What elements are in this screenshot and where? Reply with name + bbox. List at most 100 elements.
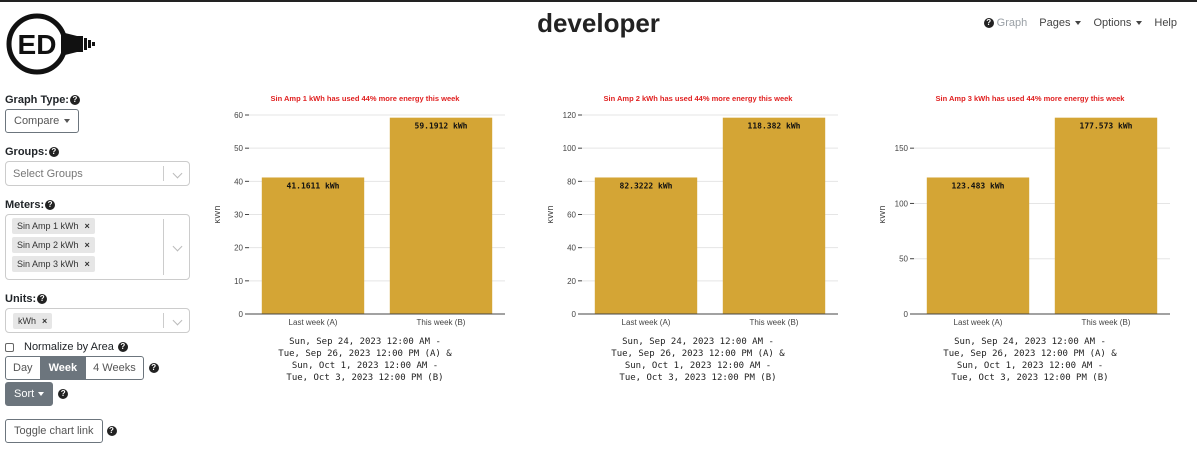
interval-week-button[interactable]: Week — [40, 356, 86, 380]
y-tick-label: 100 — [895, 199, 909, 208]
nav-options-label: Options — [1093, 17, 1132, 29]
y-tick-label: 60 — [234, 111, 243, 120]
bar-value-label: 123.483 kWh — [952, 181, 1005, 190]
select-divider — [163, 313, 164, 328]
chart-title: Sin Amp 3 kWh has used 44% more energy t… — [936, 94, 1126, 103]
x-tick-label: Last week (A) — [289, 318, 338, 327]
help-icon[interactable]: ? — [106, 426, 117, 436]
chart-title: Sin Amp 1 kWh has used 44% more energy t… — [271, 94, 461, 103]
nav-pages-dropdown[interactable]: Pages — [1039, 17, 1082, 29]
y-axis-label: kWh — [215, 206, 222, 224]
bar-value-label: 82.3222 kWh — [620, 181, 673, 190]
select-divider — [163, 219, 164, 275]
normalize-checkbox[interactable] — [5, 342, 14, 352]
y-tick-label: 50 — [899, 255, 908, 264]
y-tick-label: 40 — [234, 177, 243, 186]
help-icon: ? — [983, 18, 994, 28]
help-icon[interactable]: ? — [148, 363, 159, 373]
interval-day-button[interactable]: Day — [5, 356, 41, 380]
caption-line: Sun, Oct 1, 2023 12:00 AM - — [956, 361, 1104, 371]
y-tick-label: 60 — [567, 211, 576, 220]
chart-3-svg: Sin Amp 3 kWh has used 44% more energy t… — [880, 94, 1170, 327]
groups-label-text: Groups: — [5, 146, 48, 158]
toggle-link-row: Toggle chart link ? — [5, 419, 190, 443]
y-tick-label: 0 — [904, 310, 909, 319]
remove-icon[interactable]: × — [42, 315, 48, 326]
chart-title: Sin Amp 2 kWh has used 44% more energy t… — [604, 94, 794, 103]
sort-dropdown[interactable]: Sort — [5, 382, 54, 406]
meters-label-text: Meters: — [5, 199, 45, 211]
help-icon[interactable]: ? — [117, 342, 128, 352]
caption-line: Tue, Sep 26, 2023 12:00 PM (A) & — [943, 349, 1117, 359]
nav-help-link[interactable]: Help — [1154, 17, 1177, 29]
graph-type-value: Compare — [14, 115, 60, 127]
chart-2-caption: Sun, Sep 24, 2023 12:00 AM - Tue, Sep 26,… — [548, 336, 848, 384]
y-tick-label: 10 — [234, 277, 243, 286]
groups-placeholder: Select Groups — [13, 167, 83, 180]
help-icon[interactable]: ? — [58, 389, 69, 399]
bar — [389, 117, 493, 314]
help-icon[interactable]: ? — [69, 95, 80, 105]
caption-line: Tue, Sep 26, 2023 12:00 PM (A) & — [611, 349, 785, 359]
chart-2: Sin Amp 2 kWh has used 44% more energy t… — [548, 88, 848, 384]
chevron-down-icon[interactable] — [172, 315, 183, 326]
chart-3: Sin Amp 3 kWh has used 44% more energy t… — [880, 88, 1180, 384]
sidebar: Graph Type: ? Compare Groups: ? Select G… — [5, 94, 190, 443]
x-tick-label: This week (B) — [417, 318, 466, 327]
sort-label: Sort — [14, 388, 35, 400]
y-tick-label: 100 — [563, 144, 577, 153]
y-tick-label: 120 — [563, 111, 577, 120]
units-select[interactable]: kWh × — [5, 308, 190, 333]
groups-label: Groups: ? — [5, 146, 190, 158]
bar-value-label: 41.1611 kWh — [287, 181, 340, 190]
graph-type-dropdown[interactable]: Compare — [5, 109, 80, 133]
remove-icon[interactable]: × — [84, 221, 90, 231]
y-axis-label: kWh — [548, 206, 555, 224]
y-tick-label: 150 — [895, 144, 909, 153]
toggle-chart-link-button[interactable]: Toggle chart link — [5, 419, 103, 443]
meters-select[interactable]: Sin Amp 1 kWh × Sin Amp 2 kWh × Sin Amp … — [5, 214, 190, 280]
x-tick-label: Last week (A) — [622, 318, 671, 327]
meter-chip: Sin Amp 2 kWh × — [12, 237, 95, 253]
logo-text: ED — [18, 29, 57, 60]
normalize-label: Normalize by Area — [24, 341, 114, 353]
nav-options-dropdown[interactable]: Options — [1093, 17, 1143, 29]
bar — [261, 177, 365, 314]
meters-label: Meters: ? — [5, 199, 190, 211]
chevron-down-icon[interactable] — [172, 168, 183, 179]
y-tick-label: 0 — [572, 310, 577, 319]
bar-value-label: 118.382 kWh — [748, 122, 801, 131]
interval-4weeks-button[interactable]: 4 Weeks — [85, 356, 144, 380]
caret-down-icon — [1075, 21, 1082, 25]
caption-line: Tue, Sep 26, 2023 12:00 PM (A) & — [278, 349, 452, 359]
meter-chip: Sin Amp 3 kWh × — [12, 256, 95, 272]
meter-chip: Sin Amp 1 kWh × — [12, 218, 95, 234]
caption-line: Sun, Oct 1, 2023 12:00 AM - — [624, 361, 772, 371]
graph-type-label: Graph Type: ? — [5, 94, 190, 106]
nav-graph[interactable]: ? Graph — [983, 17, 1028, 29]
y-tick-label: 20 — [234, 244, 243, 253]
meter-chip-label: Sin Amp 2 kWh — [17, 240, 79, 250]
help-icon[interactable]: ? — [48, 147, 59, 157]
nav-graph-label: Graph — [996, 17, 1028, 29]
top-nav: ? Graph Pages Options Help — [983, 17, 1177, 29]
chart-2-svg: Sin Amp 2 kWh has used 44% more energy t… — [548, 94, 838, 327]
caption-line: Sun, Sep 24, 2023 12:00 AM - — [622, 337, 774, 347]
remove-icon[interactable]: × — [84, 259, 90, 269]
remove-icon[interactable]: × — [84, 240, 90, 250]
bar — [722, 117, 826, 314]
help-icon[interactable]: ? — [45, 200, 56, 210]
y-tick-label: 80 — [567, 177, 576, 186]
interval-button-group: Day Week 4 Weeks — [5, 356, 144, 380]
unit-chip: kWh × — [13, 312, 53, 329]
y-tick-label: 40 — [567, 244, 576, 253]
nav-pages-label: Pages — [1039, 17, 1071, 29]
lightbulb-logo-icon: ED — [6, 13, 95, 75]
logo[interactable]: ED — [5, 12, 100, 76]
groups-select[interactable]: Select Groups — [5, 161, 190, 186]
caret-down-icon — [38, 392, 45, 396]
caption-line: Sun, Sep 24, 2023 12:00 AM - — [289, 337, 441, 347]
help-icon[interactable]: ? — [37, 294, 48, 304]
chevron-down-icon[interactable] — [172, 241, 183, 252]
interval-row: Day Week 4 Weeks ? — [5, 356, 190, 380]
